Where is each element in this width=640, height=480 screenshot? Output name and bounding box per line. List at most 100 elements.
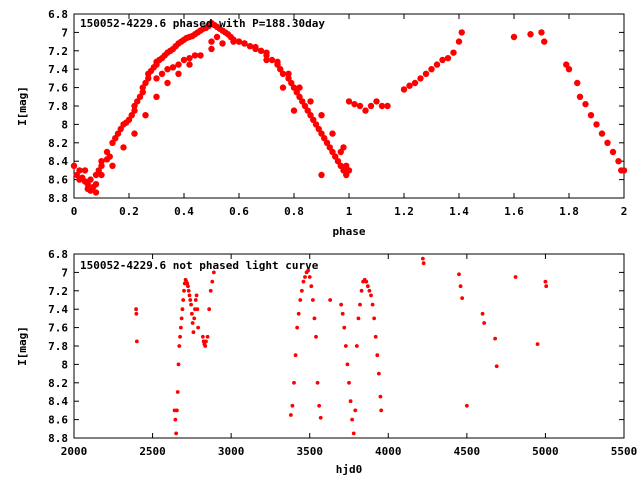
data-point [343,162,350,169]
data-point [210,279,215,284]
data-point [306,268,311,273]
data-point [182,288,186,293]
data-point [191,52,199,59]
data-point [458,29,465,36]
data-point [153,75,160,82]
data-point [112,135,119,142]
data-point [186,288,191,293]
data-point [340,311,345,316]
data-point [356,102,364,110]
data-point [279,84,287,91]
data-point [191,330,196,335]
data-point [535,342,540,347]
x-tick-label: 4500 [454,445,481,458]
x-tick-label: 2500 [139,445,166,458]
data-point [175,61,182,68]
data-point [106,153,113,160]
data-point [458,284,463,289]
data-point [315,125,322,133]
data-point [95,167,102,174]
data-point [120,144,127,151]
data-point [178,334,182,339]
data-point [173,417,178,422]
data-point [169,64,177,71]
y-tick-label: 8.2 [48,137,68,150]
data-point [354,344,359,348]
data-point [576,93,584,101]
data-point [131,102,138,110]
data-point [582,100,589,108]
data-point [125,116,133,124]
data-point [128,112,135,119]
data-point [347,380,351,385]
data-point [565,66,573,73]
data-point [205,334,210,339]
data-point [186,61,193,68]
plot-frame [73,253,625,439]
data-point [342,325,347,330]
data-point [134,311,139,316]
data-point [175,390,180,394]
y-tick-labels: 6.8 7 7.2 7.4 7.6 7.8 8 8.2 8.4 8.6 8.8 [48,248,68,445]
data-point [190,321,195,325]
x-tick-label: 0 [71,205,78,218]
data-point [92,171,100,179]
data-point [288,79,295,87]
data-point [598,130,606,137]
data-point [343,344,348,348]
x-tick-label: 2000 [61,445,88,458]
data-point [420,256,425,261]
data-point [134,307,138,312]
data-point [411,79,419,87]
data-point [193,298,198,302]
data-point [175,408,179,413]
y-tick-label: 8.4 [48,395,68,408]
data-point [277,66,284,73]
y-tick-label: 8 [61,358,68,371]
x-tick-label: 5500 [611,445,638,458]
data-point [328,298,333,302]
data-point [296,84,303,91]
data-point [439,56,446,64]
data-point [350,417,355,422]
chart-title: 150052-4229.6 not phased light curve [80,259,319,272]
y-tick-label: 8.8 [48,192,68,205]
data-point [378,102,386,110]
data-point [421,261,426,266]
x-tick-label: 0.6 [229,205,249,218]
data-point [263,56,270,64]
data-point [353,408,358,413]
data-point [292,380,296,385]
data-point [274,58,281,66]
data-point [400,86,408,93]
data-point [307,275,312,279]
data-point [460,296,465,301]
y-tick-label: 8.8 [48,432,68,445]
y-tick-label: 7.8 [48,100,68,113]
data-point [252,43,259,51]
data-point [290,84,298,91]
data-point [279,70,287,78]
data-point [145,75,152,82]
data-point [181,298,186,302]
data-point [81,167,89,174]
y-tick-label: 7.6 [48,82,68,95]
y-tick-label: 6.8 [48,8,68,21]
y-tick-label: 7 [61,266,68,279]
x-tick-label: 5000 [532,445,559,458]
data-point [139,89,146,96]
data-point [203,344,208,348]
data-point [494,364,499,369]
data-point [367,288,372,293]
data-point [134,98,141,105]
data-point [384,102,391,110]
data-point [73,171,80,179]
data-point [543,279,548,284]
y-axis-label: I[mag] [16,326,29,366]
data-point [376,371,381,376]
data-point [510,33,518,41]
y-tick-label: 8.6 [48,174,68,187]
data-point [178,325,183,330]
data-point [164,79,171,87]
x-tick-label: 1.6 [504,205,524,218]
